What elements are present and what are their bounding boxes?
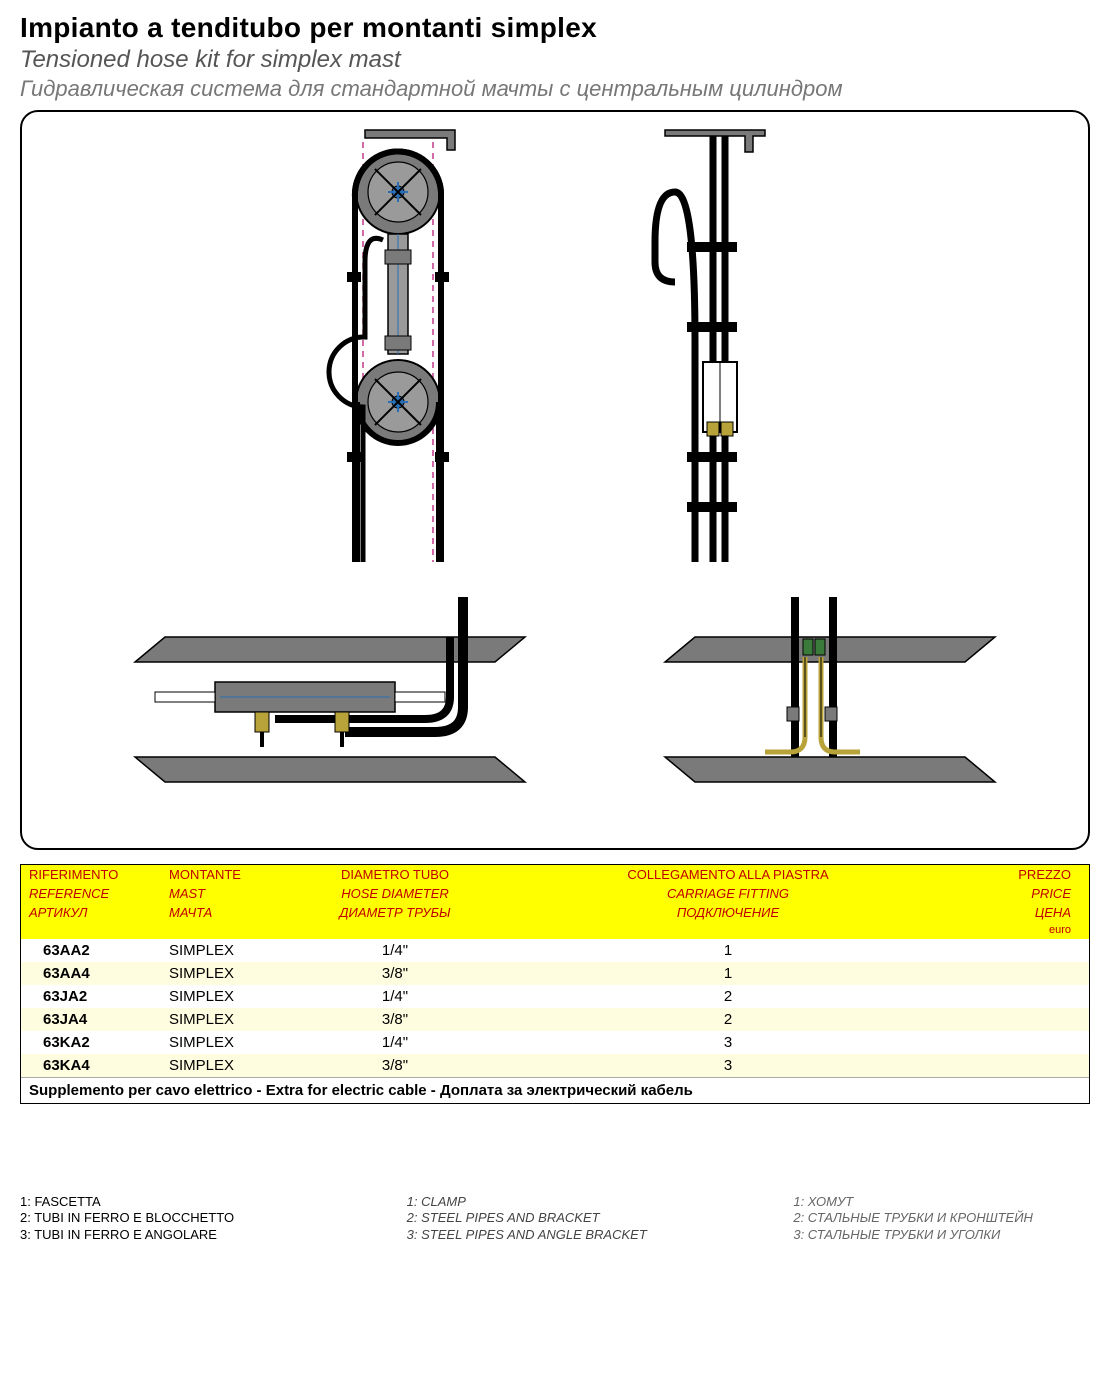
footnote-ru-3: 3: СТАЛЬНЫЕ ТРУБКИ И УГОЛКИ [793,1227,1090,1243]
diagram-front-pulleys [305,122,505,562]
cell-fit: 2 [493,985,963,1008]
title-block: Impianto a tenditubo per montanti simple… [20,12,1090,102]
th-fit-en: CARRIAGE FITTING [493,884,963,903]
cell-fit: 3 [493,1031,963,1054]
cell-dia: 1/4" [297,1031,493,1054]
cell-dia: 3/8" [297,1008,493,1031]
table-row: 63AA2SIMPLEX1/4"1 [21,939,1089,962]
cell-ref: 63JA4 [21,1008,161,1031]
th-mast-ru: МАЧТА [161,903,297,922]
cell-mast: SIMPLEX [161,1031,297,1054]
footnote-ru-1: 1: ХОМУТ [793,1194,1090,1210]
th-price-ru: ЦЕНА [963,903,1089,922]
th-fit-it: COLLEGAMENTO ALLA PIASTRA [493,865,963,884]
table-body: 63AA2SIMPLEX1/4"163AA4SIMPLEX3/8"163JA2S… [21,939,1089,1103]
footnote-it-1: 1: FASCETTA [20,1194,317,1210]
table-row: 63KA4SIMPLEX3/8"3 [21,1054,1089,1078]
diagram-carriage-pipes [655,597,1015,827]
cell-dia: 1/4" [297,985,493,1008]
cell-price [963,939,1089,962]
table-row: 63KA2SIMPLEX1/4"3 [21,1031,1089,1054]
table-row: 63JA4SIMPLEX3/8"2 [21,1008,1089,1031]
footnote-it-3: 3: TUBI IN FERRO E ANGOLARE [20,1227,317,1243]
th-price-en: PRICE [963,884,1089,903]
th-mast-en: MAST [161,884,297,903]
product-table: RIFERIMENTO MONTANTE DIAMETRO TUBO COLLE… [20,864,1090,1104]
cell-ref: 63KA2 [21,1031,161,1054]
cell-price [963,985,1089,1008]
supplement-row: Supplemento per cavo elettrico - Extra f… [21,1078,1089,1104]
th-ref-en: REFERENCE [21,884,161,903]
footnote-en-3: 3: STEEL PIPES AND ANGLE BRACKET [407,1227,704,1243]
th-fit-ru: ПОДКЛЮЧЕНИЕ [493,903,963,922]
cell-price [963,1008,1089,1031]
cell-mast: SIMPLEX [161,985,297,1008]
cell-fit: 1 [493,939,963,962]
footnote-it-2: 2: TUBI IN FERRO E BLOCCHETTO [20,1210,317,1226]
th-dia-it: DIAMETRO TUBO [297,865,493,884]
cell-ref: 63JA2 [21,985,161,1008]
cell-mast: SIMPLEX [161,962,297,985]
supplement-text: Supplemento per cavo elettrico - Extra f… [21,1078,1089,1104]
cell-price [963,1031,1089,1054]
cell-dia: 3/8" [297,962,493,985]
footnotes: 1: FASCETTA 2: TUBI IN FERRO E BLOCCHETT… [20,1194,1090,1243]
footnote-en-2: 2: STEEL PIPES AND BRACKET [407,1210,704,1226]
cell-mast: SIMPLEX [161,1008,297,1031]
cell-mast: SIMPLEX [161,939,297,962]
footnote-en-1: 1: CLAMP [407,1194,704,1210]
cell-ref: 63AA2 [21,939,161,962]
title-english: Tensioned hose kit for simplex mast [20,46,1090,74]
footnote-col-it: 1: FASCETTA 2: TUBI IN FERRO E BLOCCHETT… [20,1194,317,1243]
cell-ref: 63KA4 [21,1054,161,1078]
cell-dia: 1/4" [297,939,493,962]
diagram-carriage-cylinder [95,597,535,827]
th-ref-ru: АРТИКУЛ [21,903,161,922]
cell-fit: 2 [493,1008,963,1031]
title-russian: Гидравлическая система для стандартной м… [20,76,1090,102]
diagram-panel [20,110,1090,850]
th-euro: euro [963,922,1089,939]
th-dia-ru: ДИАМЕТР ТРУБЫ [297,903,493,922]
table-header: RIFERIMENTO MONTANTE DIAMETRO TUBO COLLE… [21,865,1089,939]
th-ref-it: RIFERIMENTO [21,865,161,884]
cell-dia: 3/8" [297,1054,493,1078]
cell-fit: 3 [493,1054,963,1078]
th-mast-it: MONTANTE [161,865,297,884]
cell-mast: SIMPLEX [161,1054,297,1078]
th-dia-en: HOSE DIAMETER [297,884,493,903]
cell-price [963,962,1089,985]
cell-fit: 1 [493,962,963,985]
title-italian: Impianto a tenditubo per montanti simple… [20,12,1090,44]
footnote-ru-2: 2: СТАЛЬНЫЕ ТРУБКИ И КРОНШТЕЙН [793,1210,1090,1226]
table-row: 63AA4SIMPLEX3/8"1 [21,962,1089,985]
cell-ref: 63AA4 [21,962,161,985]
diagram-side-view [625,122,805,562]
footnote-col-ru: 1: ХОМУТ 2: СТАЛЬНЫЕ ТРУБКИ И КРОНШТЕЙН … [793,1194,1090,1243]
th-price-it: PREZZO [963,865,1089,884]
table-row: 63JA2SIMPLEX1/4"2 [21,985,1089,1008]
cell-price [963,1054,1089,1078]
footnote-col-en: 1: CLAMP 2: STEEL PIPES AND BRACKET 3: S… [407,1194,704,1243]
